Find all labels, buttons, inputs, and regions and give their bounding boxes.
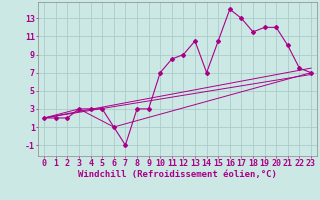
X-axis label: Windchill (Refroidissement éolien,°C): Windchill (Refroidissement éolien,°C) (78, 170, 277, 179)
